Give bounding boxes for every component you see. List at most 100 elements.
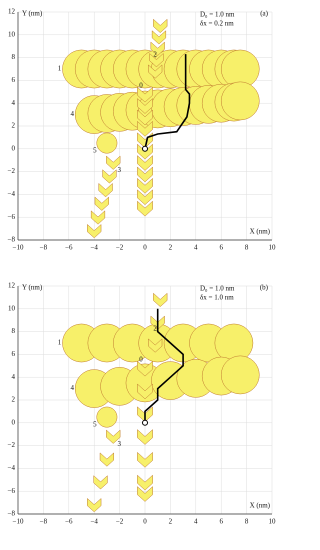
x-axis-label: X (nm) [250,502,271,510]
y-tick-label: 0 [12,418,16,426]
branch-circle [96,132,118,154]
branch-label: 0 [139,355,143,363]
branch-chevron [137,155,153,171]
branch-chevron [93,475,108,490]
x-tick-label: 6 [219,244,223,252]
y-tick-label: 10 [8,30,16,38]
branch-chevron [148,64,163,79]
trajectory-start [142,419,148,426]
x-tick-label: 4 [194,244,198,252]
y-tick-label: 8 [12,327,16,335]
panel-label: (a) [260,10,268,18]
x-tick-label: 8 [245,244,249,252]
x-tick-label: −8 [40,244,48,252]
annotation: δx = 0.2 nm [200,20,234,28]
branch-chevron [137,177,153,194]
branch-chevron [87,497,102,513]
branch-chevron [137,429,153,445]
branch-chevron [99,452,115,467]
branch-label: 3 [118,166,122,174]
x-tick-label: 0 [143,518,147,526]
x-tick-label: −6 [65,244,73,252]
annotation: δx = 1.0 nm [200,294,234,302]
y-tick-label: −8 [8,510,16,518]
y-tick-label: −2 [8,441,16,449]
x-tick-label: 2 [169,244,173,252]
branch-chevron [150,41,165,56]
x-tick-label: −2 [116,518,124,526]
branch-chevron [137,109,153,126]
x-tick-label: −4 [90,244,98,252]
y-tick-label: −6 [8,487,16,495]
y-axis-label: Y (nm) [22,284,43,292]
y-tick-label: 10 [8,304,16,312]
y-tick-label: −6 [8,213,16,221]
branch-label: 2 [153,51,157,59]
branch-chevron [137,474,153,491]
trajectory [144,308,184,423]
y-tick-label: 2 [12,396,16,404]
x-tick-label: 10 [269,518,277,526]
branch-label: 3 [118,440,122,448]
branch-chevron [137,360,153,377]
y-tick-label: 6 [12,76,16,84]
branch-chevron [102,169,117,184]
x-tick-label: 2 [169,518,173,526]
branch-chevron [106,429,121,444]
panel-label: (b) [260,284,269,292]
branch-circle [214,323,254,363]
y-tick-label: 0 [12,144,16,152]
x-tick-label: 10 [269,244,277,252]
branch-chevron [153,18,168,33]
y-axis-label: Y (nm) [22,10,43,18]
y-tick-label: 8 [12,53,16,61]
branch-label: 5 [93,147,97,155]
branch-chevron [137,120,153,137]
x-tick-label: 0 [143,244,147,252]
x-tick-label: 8 [245,518,249,526]
y-tick-label: −2 [8,167,16,175]
branch-label: 4 [70,384,74,392]
branch-chevron [137,486,153,502]
branch-chevron [137,200,153,217]
y-tick-label: 6 [12,350,16,358]
x-tick-label: 4 [194,518,198,526]
branch-chevron [148,338,163,353]
y-tick-label: −4 [8,190,16,198]
annotation: D₀ = 1.0 nm [200,285,235,293]
x-tick-label: −4 [90,518,98,526]
y-tick-label: 2 [12,122,16,130]
x-tick-label: −2 [116,244,124,252]
branch-chevron [90,210,106,225]
branch-circle [220,355,260,395]
trajectory [144,54,191,149]
branch-label: 4 [70,110,74,118]
x-axis-label: X (nm) [250,228,271,236]
trajectory-start [142,145,148,152]
branch-chevron [94,196,109,211]
branch-chevron [151,30,167,45]
branch-chevron [87,223,102,239]
branch-label: 1 [58,339,62,347]
y-tick-label: 12 [8,282,16,290]
branch-label: 1 [58,65,62,73]
branch-circle [220,81,260,121]
branch-chevron [153,292,168,307]
x-tick-label: 6 [219,518,223,526]
y-tick-label: 4 [12,99,16,107]
branch-chevron [149,52,164,68]
x-tick-label: −6 [65,518,73,526]
y-tick-label: −8 [8,236,16,244]
branch-chevron [106,155,121,170]
branch-chevron [98,182,113,198]
y-tick-label: 4 [12,373,16,381]
y-tick-label: 12 [8,8,16,16]
branch-chevron [137,383,153,400]
x-tick-label: −10 [13,518,24,526]
y-tick-label: −4 [8,464,16,472]
annotation: D₀ = 1.0 nm [200,11,235,19]
branch-circle [96,406,118,428]
branch-label: 0 [139,81,143,89]
branch-chevron [137,166,153,183]
